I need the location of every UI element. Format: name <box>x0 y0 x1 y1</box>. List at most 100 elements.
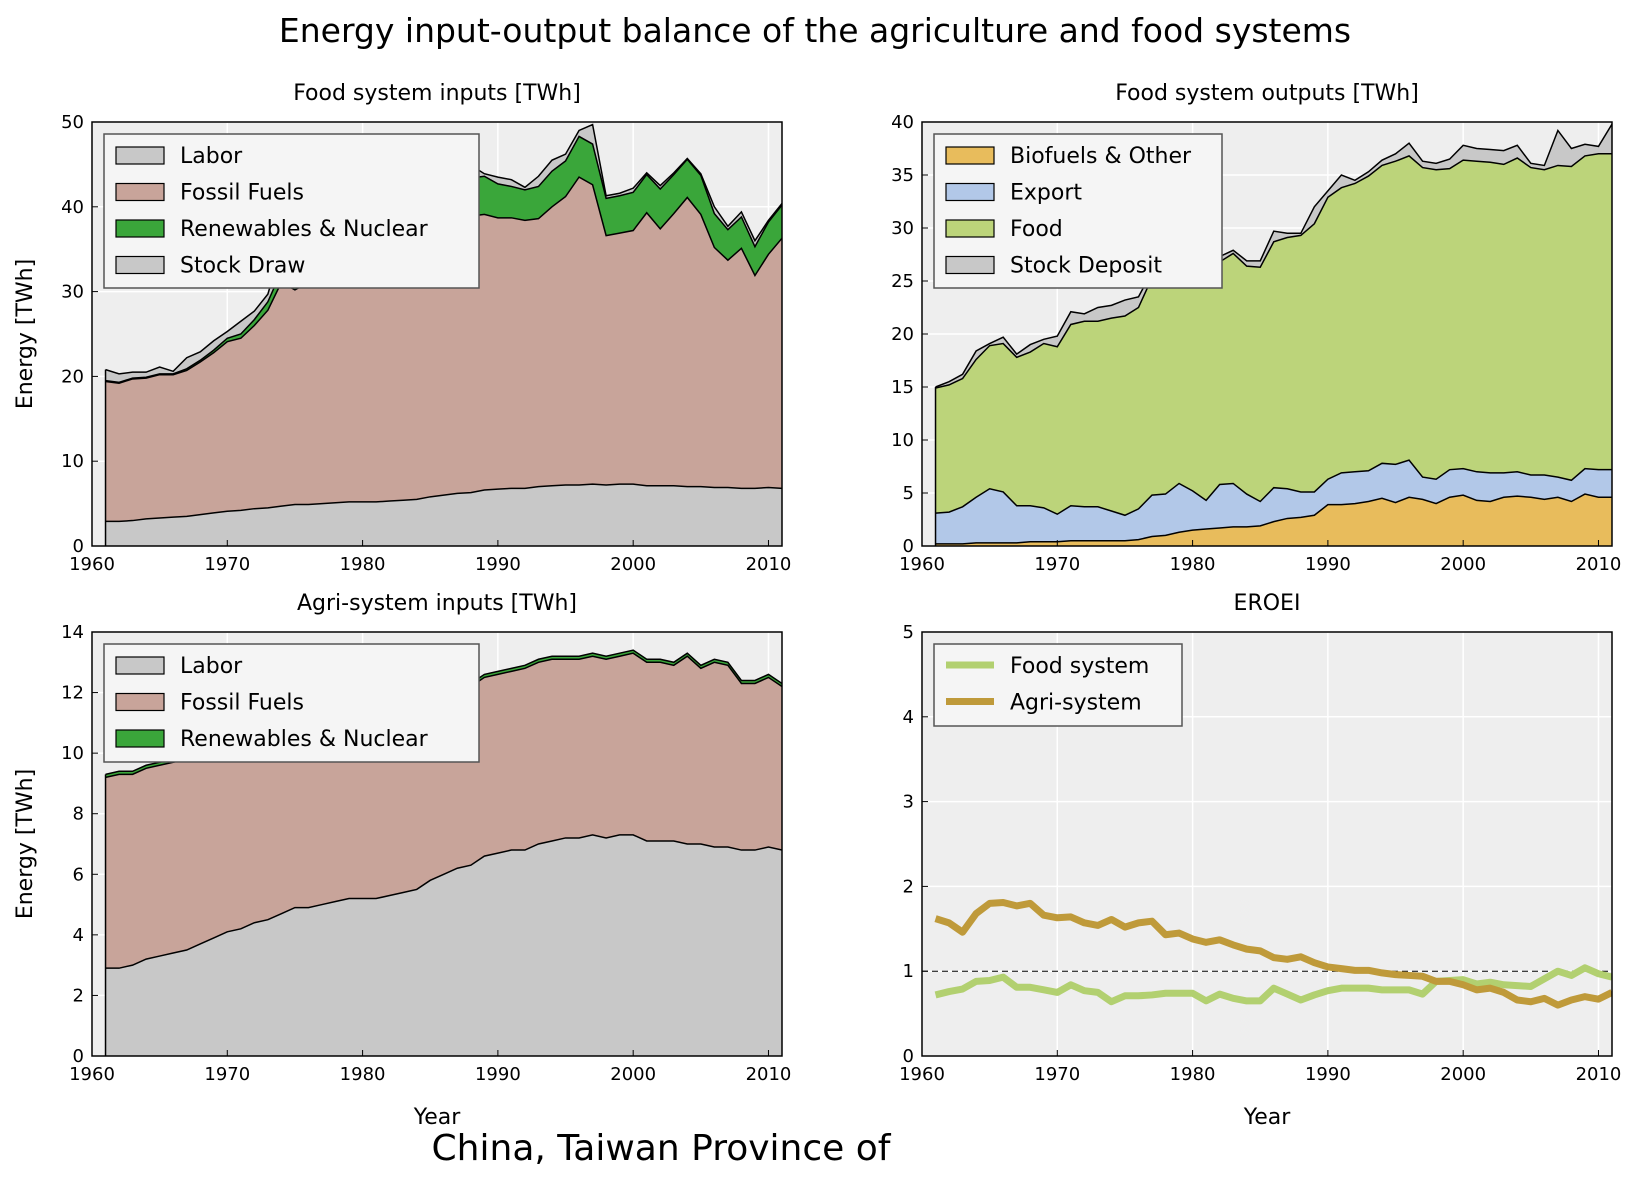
chart-2-title: Agri-system inputs [TWh] <box>297 591 577 616</box>
chart-0-title: Food system inputs [TWh] <box>293 81 581 106</box>
chart-1-x-tick-label: 2010 <box>1576 554 1622 575</box>
chart-0-legend-swatch-stock-draw <box>115 255 165 275</box>
chart-2-y-axis-label: Energy [TWh] <box>13 769 38 919</box>
chart-0-legend-swatch-renewables-nuclear <box>115 219 165 238</box>
chart-1-y-tick-label: 5 <box>903 483 914 504</box>
chart-2-x-tick-label: 2000 <box>610 1064 656 1085</box>
chart-3-x-axis-label: Year <box>1243 1105 1292 1130</box>
chart-1-data-layer <box>934 123 1612 546</box>
chart-3-y-tick-label: 3 <box>903 792 914 813</box>
panel-eroei: EROEI 1960 1970 1980 1990 2000 2010 0 1 2 3 4 5 Year F… <box>899 591 1621 1130</box>
chart-0-axes-frame <box>91 121 783 547</box>
chart-3-x-tick-label: 1980 <box>1170 1064 1216 1085</box>
chart-2-x-tick-label: 1960 <box>69 1064 115 1085</box>
chart-0-legend: Labor Fossil Fuels Renewables & Nuclear Sto… <box>103 133 480 289</box>
chart-0-legend-label-renewables-nuclear: Renewables & Nuclear <box>180 217 429 242</box>
chart-3-line-agri-system <box>934 899 1612 1009</box>
chart-0-legend-label-fossil-fuels: Fossil Fuels <box>180 181 304 206</box>
chart-0-area-renewables-nuclear <box>105 136 782 384</box>
chart-0-area-fossil-fuels <box>105 177 782 522</box>
chart-2-legend: Labor Fossil Fuels Renewables & Nuclear <box>103 643 480 763</box>
chart-1-outline-stock-deposit <box>935 123 1612 388</box>
chart-1-legend-swatch-export <box>945 182 995 202</box>
chart-3-y-tick-label: 0 <box>903 1046 914 1067</box>
chart-2-area-labor <box>105 834 782 1056</box>
chart-1-legend-label-biofuels-other: Biofuels & Other <box>1010 144 1192 169</box>
chart-3-axes-frame <box>921 631 1613 1057</box>
chart-1-legend-swatch-food <box>945 219 995 238</box>
chart-0-x-axis: 1960 1970 1980 1990 2000 2010 <box>69 540 791 575</box>
chart-0-legend-label-stock-draw: Stock Draw <box>180 254 305 279</box>
chart-2-y-tick-label: 4 <box>73 925 84 946</box>
chart-2-legend-box <box>103 643 480 763</box>
chart-3-line-food-system <box>934 964 1612 1006</box>
chart-3-legend-label-agri-system: Agri-system <box>1010 691 1142 716</box>
chart-0-x-tick-label: 2010 <box>746 554 792 575</box>
chart-2-y-tick-label: 2 <box>73 985 84 1006</box>
chart-1-x-tick-label: 1980 <box>1170 554 1216 575</box>
chart-1-area-food <box>935 153 1612 516</box>
chart-1-x-tick-label: 2000 <box>1440 554 1486 575</box>
chart-0-x-tick-label: 2000 <box>610 554 656 575</box>
chart-1-y-tick-label: 10 <box>891 430 914 451</box>
chart-1-y-tick-label: 0 <box>903 536 914 557</box>
chart-0-x-tick-label: 1980 <box>340 554 386 575</box>
chart-2-legend-label-labor: Labor <box>180 654 243 679</box>
chart-1-x-tick-label: 1990 <box>1305 554 1351 575</box>
chart-1-legend-label-stock-deposit: Stock Deposit <box>1010 254 1162 279</box>
chart-2-legend-swatch-renewables-nuclear <box>115 729 165 748</box>
chart-0-y-tick-label: 50 <box>61 112 84 133</box>
chart-3-x-tick-label: 1990 <box>1305 1064 1351 1085</box>
chart-2-y-axis: 0 2 4 6 8 10 12 14 <box>61 622 98 1067</box>
chart-2-axes-frame <box>91 631 783 1057</box>
chart-2-x-axis-label: Year <box>413 1105 462 1130</box>
chart-0-area-labor <box>105 484 782 546</box>
chart-0-y-axis: 0 10 20 30 40 50 <box>61 112 98 557</box>
chart-3-data-layer <box>922 899 1612 1009</box>
chart-3-legend-label-food-system: Food system <box>1010 654 1149 679</box>
chart-1-y-tick-label: 20 <box>891 324 914 345</box>
chart-0-legend-label-labor: Labor <box>180 144 243 169</box>
chart-1-legend-swatch-stock-deposit <box>945 255 995 275</box>
chart-1-legend-label-export: Export <box>1010 181 1082 206</box>
chart-1-y-tick-label: 30 <box>891 218 914 239</box>
chart-2-x-tick-label: 2010 <box>746 1064 792 1085</box>
chart-0-legend-box <box>103 133 480 289</box>
figure-title: Energy input-output balance of the agric… <box>279 11 1351 50</box>
chart-3-title: EROEI <box>1234 591 1301 616</box>
chart-2-x-tick-label: 1980 <box>340 1064 386 1085</box>
chart-1-outline-biofuels-other <box>935 493 1612 545</box>
chart-0-y-tick-label: 10 <box>61 451 84 472</box>
chart-2-legend-swatch-fossil-fuels <box>115 692 165 712</box>
chart-1-y-axis: 0 5 10 15 20 25 30 35 40 <box>891 112 928 557</box>
chart-3-x-tick-label: 2010 <box>1576 1064 1622 1085</box>
chart-0-y-tick-label: 40 <box>61 197 84 218</box>
chart-0-y-axis-label: Energy [TWh] <box>13 259 38 409</box>
chart-2-y-tick-label: 12 <box>61 683 84 704</box>
chart-0-x-tick-label: 1990 <box>475 554 521 575</box>
chart-2-x-tick-label: 1970 <box>204 1064 250 1085</box>
chart-1-area-biofuels-other <box>935 494 1612 546</box>
chart-0-legend-swatch-labor <box>115 146 165 165</box>
chart-0-legend-swatch-fossil-fuels <box>115 182 165 202</box>
chart-3-legend: Food system Agri-system <box>933 643 1183 727</box>
panel-food-system-inputs: Food system inputs [TWh] 1960 1970 1980 1990… <box>13 81 791 575</box>
chart-3-legend-box <box>933 643 1183 727</box>
chart-0-outline-labor <box>105 483 782 523</box>
chart-3-x-tick-label: 2000 <box>1440 1064 1486 1085</box>
chart-3-x-tick-label: 1960 <box>899 1064 945 1085</box>
chart-1-x-tick-label: 1960 <box>899 554 945 575</box>
chart-3-y-tick-label: 2 <box>903 876 914 897</box>
chart-2-legend-label-fossil-fuels: Fossil Fuels <box>180 691 304 716</box>
chart-1-legend-label-food: Food <box>1010 217 1063 242</box>
chart-2-y-tick-label: 8 <box>73 804 84 825</box>
chart-1-y-tick-label: 35 <box>891 165 914 186</box>
chart-2-legend-swatch-labor <box>115 656 165 675</box>
chart-0-x-tick-label: 1960 <box>69 554 115 575</box>
chart-1-y-tick-label: 25 <box>891 271 914 292</box>
chart-1-outline-export <box>935 459 1612 517</box>
chart-2-y-tick-label: 0 <box>73 1046 84 1067</box>
chart-0-y-tick-label: 20 <box>61 366 84 387</box>
panel-food-system-outputs: Food system outputs [TWh] 1960 1970 1980 199… <box>891 81 1621 575</box>
